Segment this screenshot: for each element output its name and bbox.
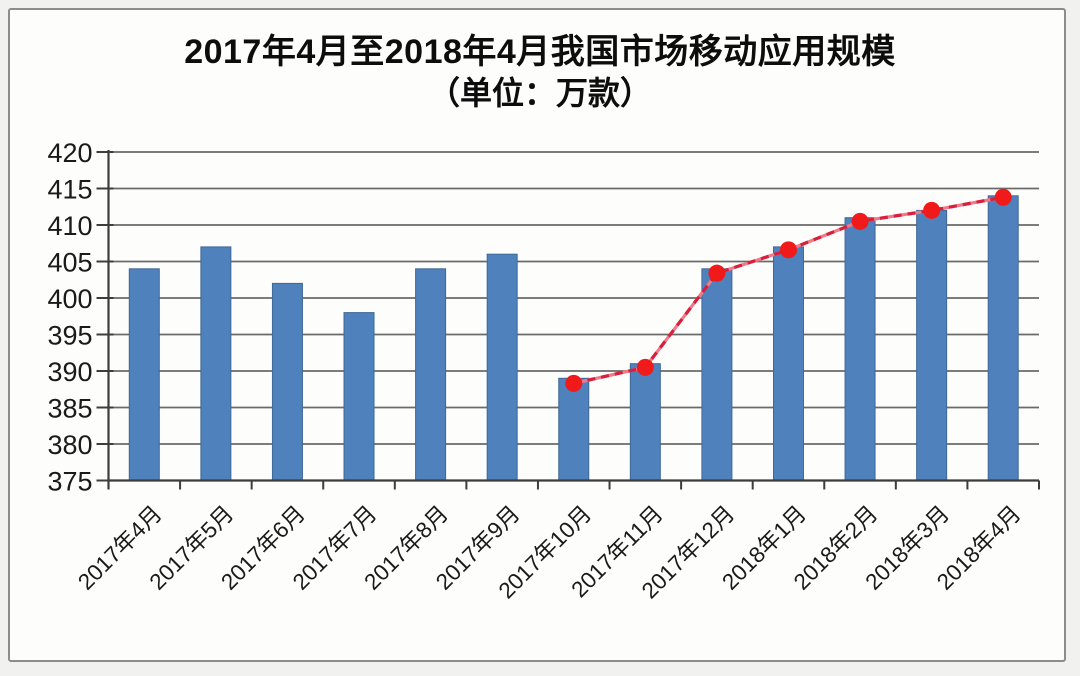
y-axis-label: 415: [47, 175, 92, 205]
bar-2018年4月: [987, 195, 1019, 482]
y-axis-label: 410: [47, 211, 92, 241]
bar-2017年9月: [486, 253, 518, 481]
data-point-marker: [851, 212, 869, 230]
bar-2017年11月: [629, 363, 661, 482]
trend-line-series: [565, 188, 1012, 392]
bar-2017年4月: [128, 268, 160, 481]
bar-2017年12月: [701, 268, 733, 481]
chart-subtitle-unit: （单位：万款）: [427, 75, 652, 111]
bar-2018年1月: [772, 246, 804, 481]
bar-2017年10月: [558, 377, 590, 481]
y-axis-label: 420: [47, 138, 92, 168]
y-gridlines: [108, 151, 1039, 445]
bar-2017年8月: [415, 268, 447, 481]
y-axis-label: 390: [47, 357, 92, 387]
y-axis-label: 385: [47, 394, 92, 424]
y-axis-label: 405: [47, 248, 92, 278]
data-point-marker: [565, 374, 583, 392]
y-axis-labels: 375 380 385 390 395 400 405 410 415 420: [47, 138, 92, 497]
x-axis-labels: 2017年4月2017年5月2017年6月2017年7月2017年8月2017年…: [73, 501, 1026, 604]
data-point-marker: [636, 358, 654, 376]
y-axis-label: 395: [47, 321, 92, 351]
axes: [96, 150, 1040, 490]
data-point-marker: [779, 241, 797, 259]
y-axis-label: 380: [47, 430, 92, 460]
bars-series: [128, 195, 1019, 482]
bar-2018年2月: [844, 217, 876, 481]
bar-2017年5月: [200, 246, 232, 481]
y-axis-label: 375: [47, 467, 92, 497]
bar-2017年7月: [343, 312, 375, 481]
data-point-marker: [923, 201, 941, 219]
data-point-marker: [994, 188, 1012, 206]
chart-title: 2017年4月至2018年4月我国市场移动应用规模: [184, 33, 896, 71]
bar-2017年6月: [271, 282, 303, 481]
bar-2018年3月: [916, 209, 948, 481]
data-point-marker: [708, 264, 726, 282]
y-axis-label: 400: [47, 284, 92, 314]
